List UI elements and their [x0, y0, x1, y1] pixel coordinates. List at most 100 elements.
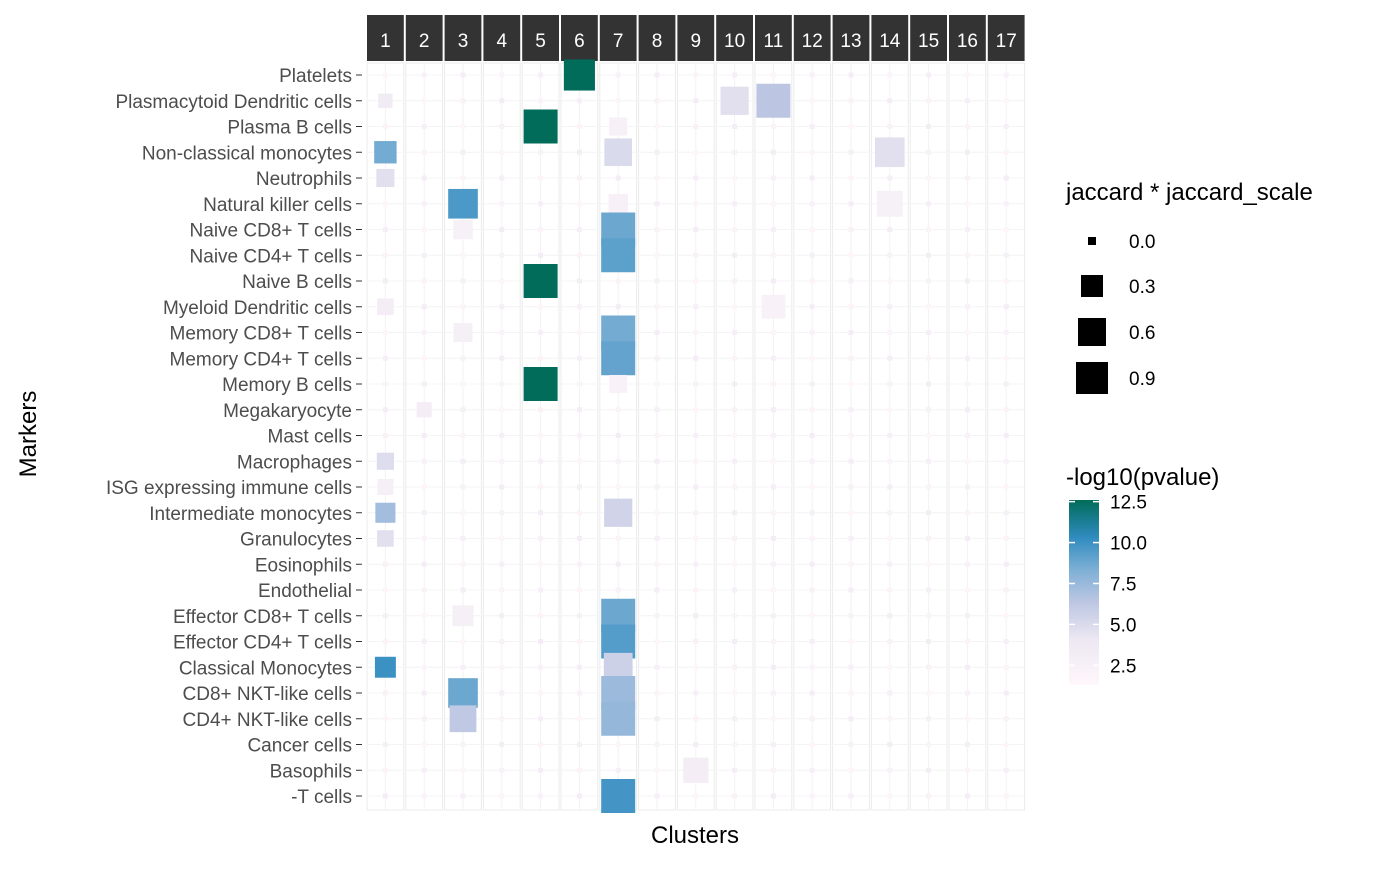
point-background [964, 201, 970, 207]
point-background [693, 278, 699, 284]
point [376, 168, 395, 188]
point-background [576, 639, 582, 644]
point-background [809, 124, 815, 129]
y-tick-label: Basophils [270, 761, 352, 782]
strip-cluster-6 [561, 15, 598, 61]
point-background [576, 664, 582, 670]
point [416, 402, 432, 418]
point-background [654, 278, 660, 284]
point-background [770, 407, 776, 413]
point-background [693, 613, 699, 619]
point-background [538, 716, 544, 722]
point-background [770, 72, 776, 78]
point-background [1003, 690, 1009, 696]
point-background [848, 355, 854, 361]
point-background [538, 767, 544, 773]
point-background [460, 252, 466, 258]
point-background [654, 304, 660, 310]
point-background [654, 793, 660, 799]
point-background [460, 355, 466, 361]
point-background [732, 587, 738, 593]
point-background [382, 72, 388, 78]
point-background [382, 278, 388, 284]
strip-label: 9 [691, 31, 702, 52]
color-legend-label: 10.0 [1110, 534, 1147, 555]
point-background [809, 278, 815, 284]
point-background [926, 767, 932, 773]
point-background [421, 587, 427, 593]
point [377, 530, 394, 547]
point-background [926, 690, 932, 696]
strip-label: 16 [957, 31, 978, 52]
point-background [421, 613, 427, 619]
point-background [460, 381, 466, 387]
point-background [654, 355, 660, 361]
strip-label: 10 [724, 31, 745, 52]
point-background [809, 716, 815, 722]
point-background [693, 742, 699, 747]
point-background [809, 381, 815, 387]
point-background [499, 484, 505, 490]
size-legend-key [1076, 362, 1108, 394]
point-background [654, 536, 660, 541]
point-background [421, 252, 427, 258]
strip-cluster-12 [793, 15, 831, 61]
strip-label: 2 [419, 31, 430, 52]
point-background [421, 664, 427, 670]
point-background [732, 355, 738, 361]
point-background [460, 536, 466, 541]
point-background [848, 278, 854, 284]
point-background [576, 484, 582, 490]
point-background [1003, 639, 1009, 644]
point-background [538, 690, 544, 696]
point-background [1003, 767, 1009, 773]
point-background [382, 252, 388, 258]
point [453, 323, 473, 342]
point-background [499, 613, 505, 619]
point-background [887, 639, 893, 644]
point-background [460, 587, 466, 593]
point-background [964, 252, 970, 258]
point-background [887, 664, 893, 670]
point-background [499, 742, 505, 747]
point-background [770, 484, 776, 490]
point-background [926, 304, 932, 310]
point-background [576, 587, 582, 593]
point-background [732, 124, 738, 129]
point-background [382, 433, 388, 438]
strip-cluster-10 [716, 15, 753, 61]
point-background [887, 587, 893, 593]
size-legend-label: 0.3 [1129, 277, 1155, 298]
point-background [926, 458, 932, 464]
point-background [538, 742, 544, 747]
point-background [887, 72, 893, 78]
point-background [770, 201, 776, 207]
y-tick-label: Granulocytes [240, 530, 352, 551]
strip-label: 15 [918, 31, 939, 52]
point-background [615, 175, 621, 181]
point-background [460, 124, 466, 129]
point-background [654, 767, 660, 773]
point-background [732, 536, 738, 541]
point-background [382, 767, 388, 773]
point-background [1003, 330, 1009, 335]
point-background [499, 716, 505, 722]
point-background [926, 613, 932, 619]
point-background [460, 278, 466, 284]
point-background [848, 510, 854, 516]
point-background [654, 742, 660, 747]
point-background [538, 149, 544, 155]
point-background [809, 613, 815, 619]
y-tick-label: Classical Monocytes [179, 658, 352, 679]
point-background [848, 664, 854, 670]
point-background [576, 510, 582, 516]
point-background [1003, 587, 1009, 593]
point-background [421, 767, 427, 773]
point-background [654, 639, 660, 644]
point-background [499, 278, 505, 284]
point-background [538, 664, 544, 670]
point-background [382, 639, 388, 644]
point-background [538, 433, 544, 438]
point-background [964, 149, 970, 155]
point-background [964, 458, 970, 464]
